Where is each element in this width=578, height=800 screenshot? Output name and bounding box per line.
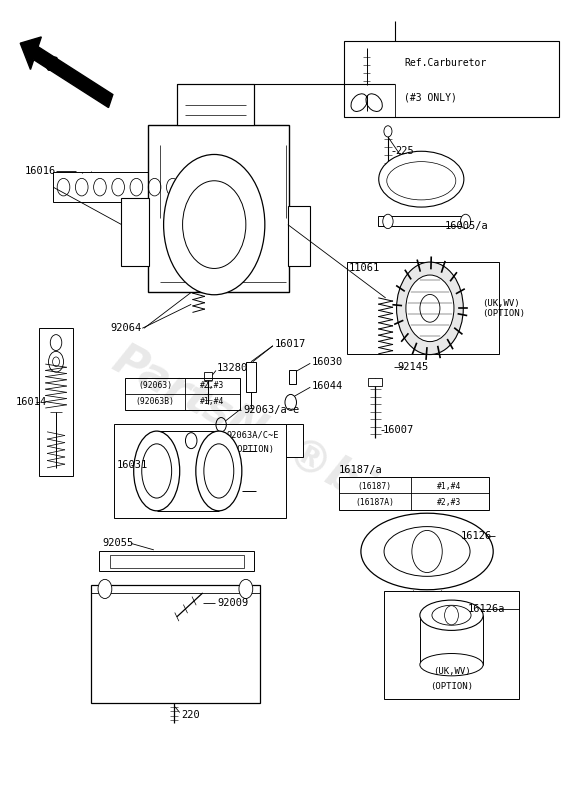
Text: Ref.Carburetor: Ref.Carburetor (404, 58, 486, 68)
Circle shape (239, 579, 253, 598)
Ellipse shape (204, 444, 234, 498)
Text: 92145: 92145 (397, 362, 428, 371)
Ellipse shape (379, 151, 464, 207)
FancyArrow shape (20, 37, 113, 107)
Text: 16187/a: 16187/a (339, 465, 383, 475)
Text: 16031: 16031 (116, 460, 148, 470)
Text: 92009: 92009 (217, 598, 249, 608)
Text: 16016: 16016 (24, 166, 55, 176)
Text: (UK,WV)
(OPTION): (UK,WV) (OPTION) (481, 298, 525, 318)
Text: #2,#3: #2,#3 (201, 381, 225, 390)
Text: 13280: 13280 (217, 363, 249, 373)
Circle shape (164, 154, 265, 294)
Ellipse shape (142, 444, 172, 498)
Text: (UK,WV): (UK,WV) (433, 666, 470, 675)
Bar (148, 125, 289, 292)
Ellipse shape (384, 526, 470, 576)
Bar (203, 424, 303, 458)
Bar (246, 362, 256, 392)
Bar (378, 216, 468, 226)
Circle shape (420, 294, 440, 322)
Text: 16126: 16126 (461, 530, 492, 541)
Text: 16014: 16014 (16, 397, 47, 406)
Text: (16187): (16187) (358, 482, 392, 490)
Circle shape (461, 214, 470, 229)
Text: 11061: 11061 (349, 263, 380, 274)
Text: 92055: 92055 (102, 538, 134, 549)
Bar (339, 477, 488, 510)
Text: PartsNe®bi: PartsNe®bi (106, 338, 380, 510)
Text: (OPTION): (OPTION) (232, 445, 274, 454)
Bar (39, 328, 73, 476)
Circle shape (444, 606, 458, 625)
Text: 16044: 16044 (312, 381, 343, 390)
Text: 225: 225 (395, 146, 414, 156)
Bar (91, 585, 260, 703)
Bar (125, 378, 240, 410)
Ellipse shape (432, 606, 471, 626)
Circle shape (183, 181, 246, 269)
Bar (113, 424, 286, 518)
Bar (288, 206, 310, 266)
Text: 16017: 16017 (275, 339, 306, 349)
Text: (16187A): (16187A) (355, 498, 394, 506)
Text: (92063B): (92063B) (135, 397, 175, 406)
Text: 92064: 92064 (110, 323, 142, 334)
Text: 16005/a: 16005/a (444, 222, 488, 231)
Text: (OPTION): (OPTION) (430, 682, 473, 691)
Ellipse shape (420, 654, 483, 676)
Bar (99, 551, 254, 571)
Ellipse shape (361, 514, 493, 590)
Bar (177, 83, 254, 125)
Bar (289, 370, 296, 384)
Circle shape (397, 262, 464, 354)
Bar (205, 372, 213, 380)
Text: 16007: 16007 (383, 426, 414, 435)
Text: 16030: 16030 (312, 357, 343, 366)
Bar (109, 554, 244, 568)
Circle shape (406, 275, 454, 342)
Bar (344, 42, 560, 117)
Ellipse shape (196, 431, 242, 511)
Bar (368, 378, 382, 386)
Circle shape (383, 214, 393, 229)
Bar (121, 198, 149, 266)
Text: #1,#4: #1,#4 (438, 482, 462, 490)
Text: 92063A/C~E: 92063A/C~E (227, 430, 279, 439)
Text: 92063/a~e: 92063/a~e (243, 405, 299, 414)
Text: #2,#3: #2,#3 (438, 498, 462, 506)
Text: #1,#4: #1,#4 (201, 397, 225, 406)
Text: 220: 220 (181, 710, 199, 720)
Text: (92063): (92063) (138, 381, 172, 390)
Bar (347, 262, 499, 354)
Circle shape (384, 126, 392, 137)
Bar (384, 591, 519, 699)
Ellipse shape (134, 431, 180, 511)
Text: 16126a: 16126a (468, 604, 505, 614)
Text: (#3 ONLY): (#3 ONLY) (404, 92, 457, 102)
Circle shape (412, 530, 442, 573)
Ellipse shape (420, 600, 483, 630)
Bar (53, 172, 177, 202)
Circle shape (98, 579, 112, 598)
